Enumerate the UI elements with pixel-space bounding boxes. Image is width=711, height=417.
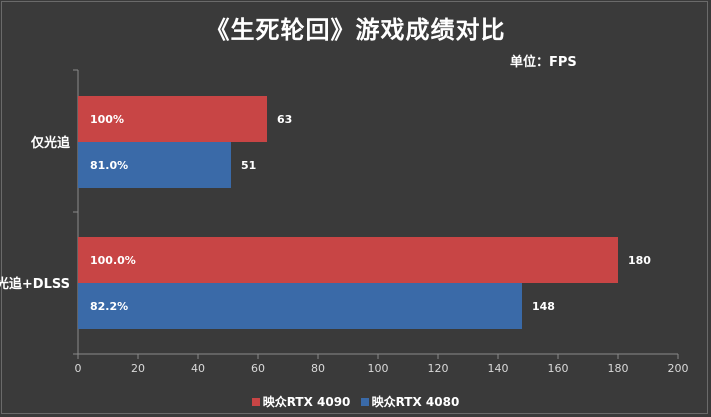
bar-s0-c0 — [78, 96, 267, 142]
bar-value-label-s0-c1: 180 — [628, 254, 651, 267]
category-label-1: 光追+DLSS — [0, 276, 70, 292]
chart-title: 《生死轮回》游戏成绩对比 — [205, 16, 506, 44]
x-tick-label-9: 180 — [608, 362, 629, 375]
legend-item-4080[interactable]: 映众RTX 4080 — [360, 393, 460, 410]
x-tick-label-4: 80 — [311, 362, 325, 375]
bar-value-label-s0-c0: 63 — [277, 113, 292, 126]
x-tick-label-8: 160 — [548, 362, 569, 375]
bar-value-label-s1-c0: 51 — [241, 159, 256, 172]
x-tick-label-10: 200 — [668, 362, 689, 375]
unit-label: 单位：FPS — [510, 55, 577, 70]
x-tick-label-5: 100 — [368, 362, 389, 375]
legend-label-4080: 映众RTX 4080 — [371, 395, 460, 409]
legend-item-4090[interactable]: 映众RTX 4090 — [251, 393, 351, 410]
legend: 映众RTX 4090 映众RTX 4080 — [0, 393, 711, 410]
legend-swatch-4080 — [360, 398, 369, 406]
bar-percent-label-s0-c0: 100% — [90, 113, 124, 126]
x-tick-label-2: 40 — [191, 362, 205, 375]
bar-s1-c0 — [78, 142, 231, 188]
x-tick-label-6: 120 — [428, 362, 449, 375]
legend-swatch-4090 — [251, 398, 260, 406]
legend-label-4090: 映众RTX 4090 — [262, 395, 351, 409]
x-tick-label-0: 0 — [75, 362, 82, 375]
x-tick-label-1: 20 — [131, 362, 145, 375]
bar-s1-c1 — [78, 283, 522, 329]
bar-percent-label-s1-c0: 81.0% — [90, 159, 128, 172]
category-label-0: 仅光追 — [30, 135, 71, 151]
bar-percent-label-s1-c1: 82.2% — [90, 300, 128, 313]
bar-s0-c1 — [78, 237, 618, 283]
bar-value-label-s1-c1: 148 — [532, 300, 555, 313]
x-tick-label-3: 60 — [251, 362, 265, 375]
bar-percent-label-s0-c1: 100.0% — [90, 254, 136, 267]
x-tick-label-7: 140 — [488, 362, 509, 375]
